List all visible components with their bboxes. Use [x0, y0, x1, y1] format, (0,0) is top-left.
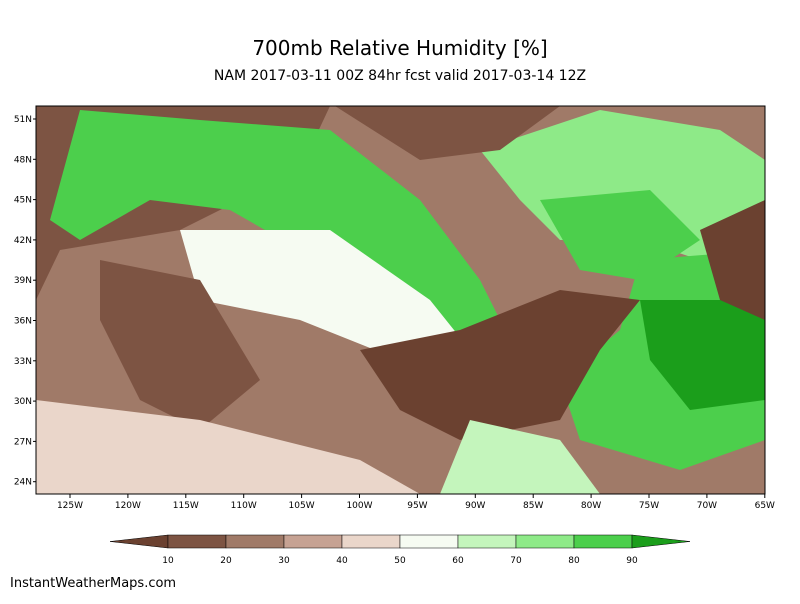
- lat-label: 48N: [14, 155, 32, 165]
- lat-label: 39N: [14, 276, 32, 286]
- colorbar-cell: [167, 534, 227, 549]
- lat-labels: 51N 48N 45N 42N 39N 36N 33N 30N 27N 24N: [14, 115, 36, 488]
- lon-label: 125W: [57, 501, 83, 511]
- map-frame: [35, 105, 766, 495]
- colorbar-cell: [457, 534, 517, 549]
- colorbar-end: [631, 534, 691, 549]
- colorbar-label: 50: [394, 556, 406, 566]
- colorbar: 10 20 30 40 50 60 70 80 90: [109, 534, 691, 566]
- lon-label: 95W: [407, 501, 427, 511]
- colorbar-label: 30: [278, 556, 290, 566]
- colorbar-label: 40: [336, 556, 348, 566]
- credit: InstantWeatherMaps.com: [10, 576, 176, 591]
- lon-label: 70W: [697, 501, 717, 511]
- lat-label: 45N: [14, 196, 32, 206]
- lon-label: 90W: [465, 501, 485, 511]
- lon-label: 115W: [173, 501, 199, 511]
- lon-label: 65W: [755, 501, 775, 511]
- lon-label: 120W: [115, 501, 141, 511]
- lat-label: 24N: [14, 478, 32, 488]
- colorbar-label: 60: [452, 556, 464, 566]
- lon-label: 85W: [523, 501, 543, 511]
- colorbar-label: 20: [220, 556, 232, 566]
- colorbar-label: 80: [568, 556, 580, 566]
- lat-label: 36N: [14, 317, 32, 327]
- lon-labels: 125W 120W 115W 110W 105W 100W 95W 90W 85W 80W 75W 7…: [57, 494, 775, 511]
- colorbar-cell: [225, 534, 285, 549]
- colorbar-cell: [283, 534, 343, 549]
- colorbar-cell: [399, 534, 459, 549]
- colorbar-label: 90: [626, 556, 638, 566]
- map: [36, 106, 765, 494]
- colorbar-cell: [341, 534, 401, 549]
- colorbar-cell: [515, 534, 575, 549]
- lat-label: 51N: [14, 115, 32, 125]
- lon-label: 75W: [639, 501, 659, 511]
- lat-label: 42N: [14, 236, 32, 246]
- subtitle: NAM 2017-03-11 00Z 84hr fcst valid 2017-…: [214, 68, 586, 84]
- title: 700mb Relative Humidity [%]: [252, 36, 547, 60]
- colorbar-end: [109, 534, 169, 549]
- lon-label: 80W: [581, 501, 601, 511]
- colorbar-label: 10: [162, 556, 174, 566]
- lat-label: 30N: [14, 397, 32, 407]
- colorbar-cell: [573, 534, 633, 549]
- colorbar-label: 70: [510, 556, 522, 566]
- lon-label: 110W: [231, 501, 257, 511]
- lon-label: 105W: [289, 501, 315, 511]
- lat-label: 27N: [14, 437, 32, 447]
- lat-label: 33N: [14, 357, 32, 367]
- lon-label: 100W: [346, 501, 372, 511]
